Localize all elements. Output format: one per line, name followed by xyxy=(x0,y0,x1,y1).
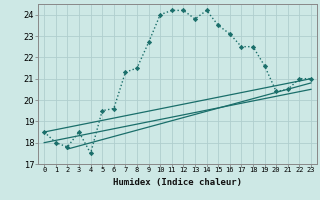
X-axis label: Humidex (Indice chaleur): Humidex (Indice chaleur) xyxy=(113,178,242,187)
